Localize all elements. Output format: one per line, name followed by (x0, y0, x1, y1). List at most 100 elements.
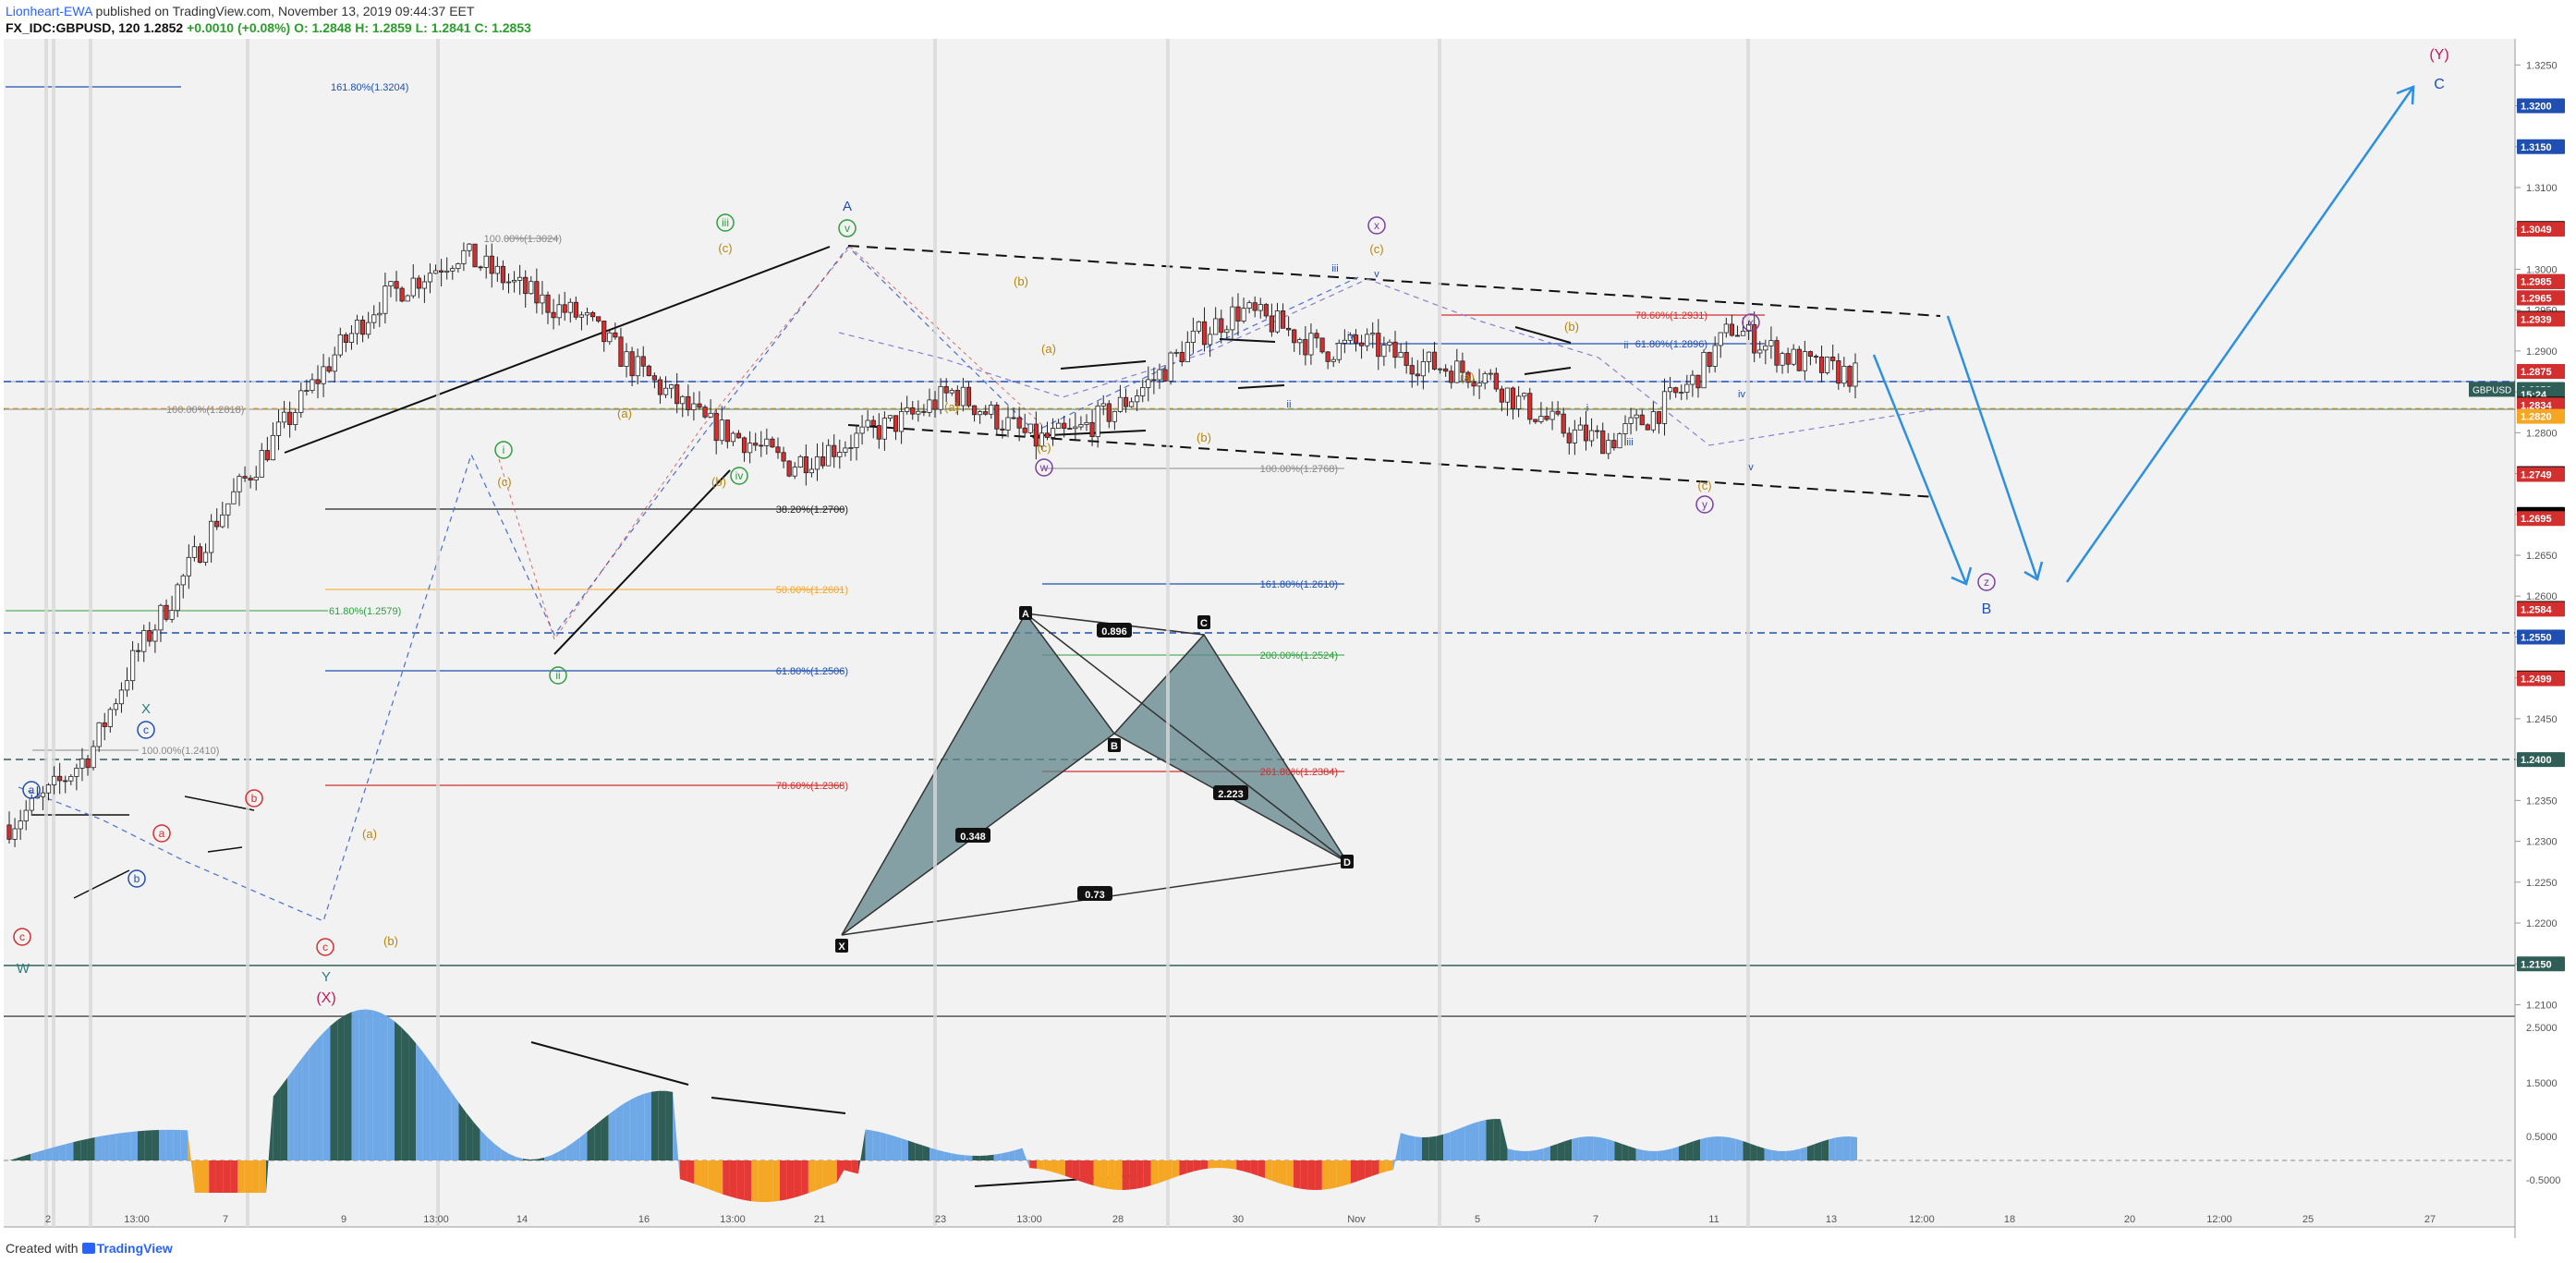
candle-body (1185, 342, 1190, 362)
osc-segment (786, 1160, 795, 1200)
osc-segment (1756, 1146, 1765, 1160)
candle-body (635, 356, 640, 377)
candle-body (439, 270, 444, 273)
osc-segment (1386, 1160, 1394, 1172)
osc-segment (1329, 1160, 1337, 1189)
candle-body (248, 478, 253, 481)
harmonic-point-bg (1108, 738, 1121, 752)
oscillator (9, 1009, 1857, 1202)
candle-body (1415, 373, 1420, 377)
osc-segment (1379, 1160, 1387, 1174)
harmonic-ratio-bg (1097, 623, 1132, 638)
price-chart[interactable]: 161.80%(1.3204) 100.00%(1.3024) 100.00%(1.… (0, 39, 2576, 1238)
price-tick-label: 1.2450 (2526, 714, 2558, 725)
candle-body (6, 824, 12, 840)
osc-segment (416, 1043, 423, 1160)
candle-body (792, 467, 797, 477)
candle-body (1073, 426, 1078, 430)
wave-circle (1695, 495, 1714, 514)
candle-body (876, 425, 881, 440)
osc-segment (1543, 1146, 1550, 1160)
harmonic-ratio-label: 0.896 (1101, 626, 1127, 638)
candle-body (567, 301, 573, 313)
osc-segment (1729, 1136, 1736, 1160)
time-label: 13:00 (423, 1214, 449, 1225)
footer-brand[interactable]: TradingView (96, 1241, 173, 1256)
candle-body (1476, 383, 1482, 387)
wave-label: iii (722, 216, 729, 229)
candle-body (983, 411, 989, 415)
harmonic-ratio-label: 2.223 (1218, 789, 1244, 800)
candle-body (326, 366, 332, 372)
osc-segment (573, 1136, 580, 1160)
osc-segment (694, 1160, 702, 1187)
wave-label: (b) (1014, 274, 1028, 288)
osc-segment (1307, 1160, 1316, 1190)
candle-body (467, 243, 472, 251)
wave-circle (13, 928, 31, 946)
osc-segment (537, 1157, 545, 1160)
osc-tick-label: 0.5000 (2526, 1132, 2558, 1143)
candle-body (708, 412, 713, 418)
osc-segment (387, 1015, 395, 1160)
fib-label: 100.00%(1.2410) (141, 746, 219, 757)
candle-body (1780, 353, 1785, 366)
candle-body (1179, 351, 1185, 362)
osc-segment (152, 1130, 160, 1160)
symbol-name: FX_IDC:GBPUSD, 120 (6, 20, 140, 35)
last-price: 1.2852 (143, 20, 184, 35)
subwave-label: i (1586, 403, 1588, 414)
osc-segment (472, 1121, 480, 1160)
candle-body (1588, 430, 1595, 442)
subwave-label: iii (1331, 263, 1338, 274)
osc-segment (1600, 1137, 1608, 1160)
osc-segment (73, 1140, 81, 1160)
candle-body (1050, 428, 1056, 438)
wave-label: (a) (1041, 342, 1056, 356)
osc-segment (1293, 1160, 1301, 1189)
osc-segment (1136, 1160, 1144, 1189)
candle-body (1465, 371, 1471, 383)
candle-body (427, 273, 433, 283)
candle-body (1365, 334, 1370, 346)
osc-segment (1286, 1160, 1294, 1188)
candle-body (321, 366, 326, 384)
harmonic-ratio-label: 0.73 (1085, 890, 1104, 901)
candle-body (702, 407, 708, 418)
wave-circle (128, 869, 146, 888)
osc-segment (188, 1130, 195, 1193)
candle-body (377, 312, 383, 316)
osc-segment (273, 1087, 281, 1160)
wave-label: (c) (718, 241, 732, 255)
candle-body (545, 294, 551, 313)
osc-segment (337, 1014, 345, 1160)
candle-body (1807, 351, 1814, 357)
candle-body (416, 277, 421, 289)
candle-body (770, 438, 775, 448)
candle-body (556, 304, 562, 319)
osc-segment (1650, 1150, 1658, 1160)
candle-body (1325, 351, 1331, 362)
symbol-tag-bg (2469, 382, 2515, 397)
time-label: 2 (45, 1214, 51, 1225)
candle-body (517, 276, 523, 281)
proj-arrow-1 (1872, 354, 1968, 585)
session-band-3 (246, 39, 249, 1227)
fib-label: 38.20%(1.2700) (776, 504, 848, 516)
osc-segment (880, 1132, 887, 1160)
candle-body (1258, 304, 1263, 311)
wave-circle (1367, 216, 1386, 235)
candle-body (921, 410, 927, 413)
osc-segment (872, 1130, 881, 1160)
wave-label: (a) (362, 827, 377, 841)
author-link[interactable]: Lionheart-EWA (6, 4, 92, 18)
wave-label: X (141, 701, 151, 717)
osc-segment (815, 1160, 823, 1191)
candle-body (1679, 392, 1684, 394)
fib-label: 100.00%(1.2818) (166, 405, 244, 416)
osc-segment (865, 1129, 873, 1160)
candle-body (540, 294, 545, 304)
osc-segment (637, 1093, 645, 1160)
candle-body (949, 390, 954, 394)
price-tag-bg (2517, 629, 2565, 645)
